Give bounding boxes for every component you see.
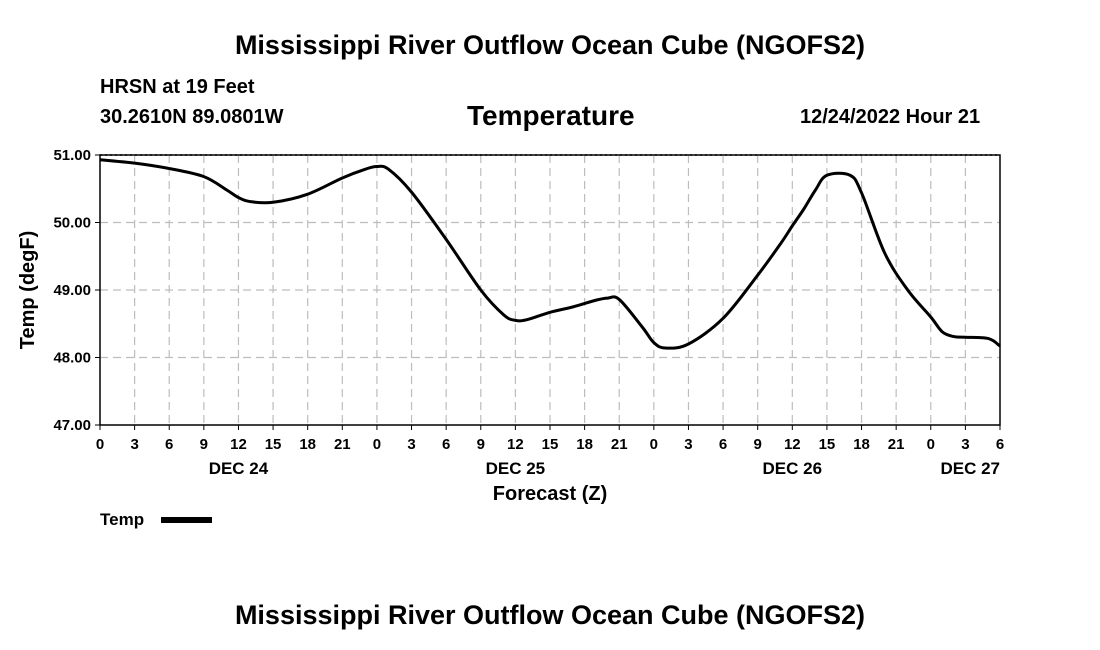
x-tick-label: 15 (542, 436, 559, 453)
legend-label: Temp (100, 510, 145, 529)
x-tick-label: 0 (927, 436, 935, 453)
day-label: DEC 25 (486, 459, 546, 478)
x-tick-label: 0 (96, 436, 104, 453)
x-tick-label: 15 (819, 436, 836, 453)
station-label: HRSN at 19 Feet (100, 76, 255, 98)
x-tick-label: 3 (130, 436, 138, 453)
x-tick-label: 12 (230, 436, 247, 453)
y-tick-label: 47.00 (53, 417, 91, 434)
x-tick-label: 0 (650, 436, 658, 453)
x-tick-label: 12 (784, 436, 801, 453)
x-tick-label: 3 (684, 436, 692, 453)
legend-swatch (161, 517, 212, 523)
x-tick-label: 21 (611, 436, 628, 453)
y-tick-label: 51.00 (53, 147, 91, 164)
y-axis-ticks: 47.00 48.00 49.00 50.00 51.00 (53, 147, 100, 434)
x-tick-label: 6 (442, 436, 450, 453)
x-tick-label: 3 (407, 436, 415, 453)
x-tick-label: 18 (853, 436, 870, 453)
x-tick-label: 6 (719, 436, 727, 453)
day-label: DEC 26 (763, 459, 823, 478)
x-tick-label: 3 (961, 436, 969, 453)
day-label: DEC 27 (940, 459, 1000, 478)
x-tick-label: 15 (265, 436, 282, 453)
day-labels: DEC 24 DEC 25 DEC 26 DEC 27 (209, 459, 1000, 478)
x-axis-ticks: 0 3 6 9 12 15 18 21 0 3 6 9 12 15 18 21 0 3 6 9 12 15 18 21 0 3 6 (96, 425, 1004, 453)
x-tick-label: 9 (477, 436, 485, 453)
x-tick-label: 6 (996, 436, 1004, 453)
x-tick-label: 12 (507, 436, 524, 453)
chart-title-top: Mississippi River Outflow Ocean Cube (NG… (234, 30, 866, 60)
datetime-label: 12/24/2022 Hour 21 (800, 106, 981, 128)
x-tick-label: 0 (373, 436, 381, 453)
y-axis-label: Temp (degF) (17, 231, 39, 350)
coordinates-label: 30.2610N 89.0801W (100, 106, 284, 128)
y-tick-label: 49.00 (53, 282, 91, 299)
x-tick-label: 9 (200, 436, 208, 453)
x-tick-label: 6 (165, 436, 173, 453)
x-tick-label: 21 (888, 436, 905, 453)
temp-series-line (99, 158, 1001, 350)
day-label: DEC 24 (209, 459, 269, 478)
y-tick-label: 48.00 (53, 350, 91, 367)
chart-title-bottom: Mississippi River Outflow Ocean Cube (NG… (234, 600, 866, 630)
x-tick-label: 9 (754, 436, 762, 453)
x-tick-label: 21 (334, 436, 351, 453)
x-tick-label: 18 (576, 436, 593, 453)
y-tick-label: 50.00 (53, 215, 91, 232)
x-tick-label: 18 (299, 436, 316, 453)
variable-title: Temperature (467, 100, 635, 131)
x-axis-label: Forecast (Z) (493, 483, 607, 505)
